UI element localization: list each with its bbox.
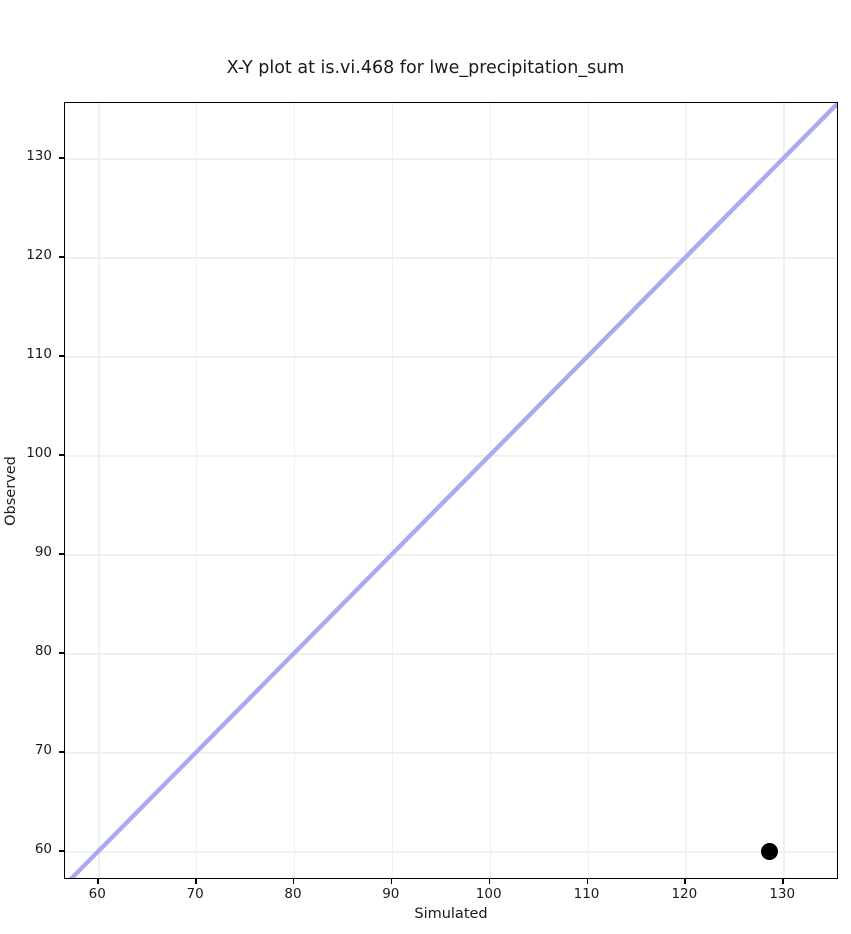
- gridline-horizontal-100: [65, 455, 837, 457]
- y-tick-mark-60: [59, 850, 64, 852]
- y-tick-label-80: 80: [34, 643, 52, 660]
- gridline-horizontal-120: [65, 257, 837, 259]
- x-tick-mark-80: [292, 879, 295, 884]
- y-tick-label-130: 130: [26, 148, 52, 165]
- one-to-one-line-segment: [68, 103, 837, 878]
- gridline-horizontal-70: [65, 752, 837, 754]
- x-tick-label-60: 60: [88, 886, 106, 902]
- x-tick-label-80: 80: [284, 886, 302, 902]
- gridline-vertical-130: [783, 103, 785, 878]
- gridline-horizontal-130: [65, 158, 837, 160]
- x-tick-mark-100: [488, 879, 491, 884]
- x-axis-label: Simulated: [414, 906, 488, 922]
- x-tick-label-110: 110: [573, 886, 600, 902]
- x-tick-mark-120: [684, 879, 686, 884]
- gridline-vertical-90: [391, 103, 394, 878]
- y-axis-label-text: Observed: [3, 455, 20, 526]
- gridline-horizontal-60: [65, 851, 837, 853]
- plot-area: [64, 102, 838, 879]
- y-tick-label-100: 100: [26, 445, 52, 462]
- gridline-vertical-120: [685, 103, 687, 878]
- x-tick-label-90: 90: [382, 886, 400, 902]
- gridline-vertical-70: [196, 103, 198, 878]
- x-tick-mark-60: [97, 879, 99, 884]
- data-point: [761, 842, 779, 860]
- x-tick-mark-110: [586, 879, 588, 884]
- gridline-horizontal-110: [65, 356, 837, 358]
- gridline-vertical-80: [293, 103, 296, 878]
- y-tick-mark-120: [59, 256, 64, 258]
- one-to-one-reference-line: [68, 103, 837, 878]
- gridline-vertical-100: [489, 103, 491, 878]
- y-tick-label-90: 90: [34, 544, 52, 561]
- y-tick-label-70: 70: [34, 742, 52, 759]
- y-tick-mark-70: [59, 751, 64, 753]
- x-tick-mark-90: [390, 879, 393, 884]
- gridline-horizontal-80: [65, 653, 837, 655]
- y-tick-mark-130: [59, 157, 64, 159]
- y-tick-mark-100: [59, 454, 64, 456]
- x-tick-mark-70: [195, 879, 197, 884]
- x-tick-mark-130: [782, 879, 784, 884]
- gridline-horizontal-90: [65, 554, 837, 556]
- gridline-vertical-60: [98, 103, 100, 878]
- y-tick-mark-110: [59, 355, 64, 357]
- gridline-vertical-110: [587, 103, 589, 878]
- x-tick-label-120: 120: [671, 886, 698, 902]
- y-tick-label-110: 110: [26, 346, 52, 363]
- y-tick-mark-90: [59, 553, 64, 555]
- x-tick-label-130: 130: [769, 886, 796, 902]
- chart-title-line-1: X-Y plot at is.vi.468 for lwe_precipitat…: [226, 58, 625, 78]
- x-tick-label-70: 70: [186, 886, 204, 902]
- y-tick-label-120: 120: [26, 247, 52, 264]
- x-tick-label-100: 100: [475, 886, 502, 902]
- y-axis-label: Observed: [0, 102, 22, 879]
- y-tick-mark-80: [59, 652, 64, 654]
- y-tick-label-60: 60: [34, 841, 52, 858]
